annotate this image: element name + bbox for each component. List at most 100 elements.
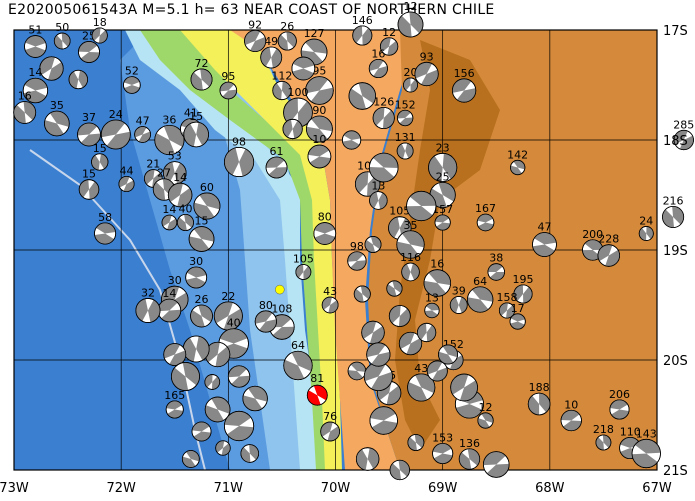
focal-mechanism [13,101,37,124]
depth-label: 64 [473,275,487,288]
focal-mechanism [78,179,100,200]
depth-label: 95 [221,70,235,83]
focal-mechanism [662,205,685,229]
depth-label: 23 [436,141,450,154]
depth-label: 47 [537,221,551,234]
focal-mechanism [185,266,208,289]
depth-label: 60 [200,181,214,194]
depth-label: 16 [430,258,444,271]
focal-mechanism [134,126,151,143]
depth-label: 206 [609,388,630,401]
depth-label: 38 [489,252,503,265]
depth-label: 41 [184,107,198,120]
depth-label: 10 [564,398,578,411]
depth-label: 165 [164,389,185,402]
depth-label: 15 [189,110,203,123]
depth-label: 126 [373,95,394,108]
focal-mechanism [407,434,425,451]
x-tick-label: 73W [0,481,29,496]
focal-mechanism [215,440,231,456]
depth-label: 112 [271,69,292,82]
focal-mechanism [361,320,385,345]
focal-mechanism [434,214,451,231]
depth-label: 40 [178,202,192,215]
depth-label: 127 [304,27,325,40]
depth-label: 16 [18,90,32,103]
depth-label: 25 [436,170,450,183]
focal-mechanism [423,269,452,297]
focal-mechanism [452,78,477,103]
focal-mechanism [560,409,582,432]
focal-mechanism [527,392,551,416]
depth-label: 80 [318,211,332,224]
highland-dark-patches [395,40,500,450]
focal-mechanism [450,373,478,402]
depth-label: 188 [529,381,550,394]
depth-label: 200 [582,228,603,241]
focal-mechanism [183,121,209,148]
focal-mechanism [416,322,437,343]
focal-mechanism [348,82,377,110]
focal-mechanism [190,304,213,328]
focal-mechanism [449,296,468,314]
focal-mechanism [477,412,494,429]
focal-mechanism [369,191,388,210]
focal-mechanism [396,230,425,259]
depth-label: 35 [404,219,418,232]
focal-mechanism [190,68,213,91]
focal-mechanism [372,106,395,130]
focal-mechanism [305,76,334,105]
focal-mechanism [482,451,510,478]
depth-label: 24 [109,108,123,121]
focal-mechanism [306,115,333,143]
depth-label: 195 [513,273,534,286]
depth-label: 146 [352,14,373,27]
focal-mechanism [219,81,238,100]
focal-mechanism [414,61,439,87]
depth-label: 158 [496,291,517,304]
focal-mechanism [532,232,557,257]
x-tick-label: 72W [106,481,136,496]
focal-mechanism [213,301,243,331]
focal-mechanism [291,56,316,81]
depth-label: 12 [382,26,396,39]
depth-label: 110 [620,425,641,438]
focal-mechanism [320,421,340,442]
focal-mechanism [353,285,371,303]
depth-label: 72 [195,57,209,70]
depth-label: 14 [162,287,176,300]
focal-mechanism [135,298,161,323]
depth-label: 30 [189,255,203,268]
focal-mechanism [438,344,458,365]
focal-mechanism [167,182,193,208]
depth-label: 156 [454,67,475,80]
focal-mechanism [631,438,661,469]
depth-label: 24 [639,214,653,227]
depth-label: 21 [146,158,160,171]
focal-mechanism [406,190,437,222]
depth-label: 51 [28,24,42,37]
depth-label: 142 [507,148,528,161]
focal-mechanism [368,58,388,79]
depth-label: 40 [227,317,241,330]
depth-label: 105 [389,205,410,218]
focal-mechanism [260,46,283,69]
depth-label: 27 [157,167,171,180]
y-tick-label: 20S [663,354,688,369]
depth-label: 100 [287,86,308,99]
depth-label: 36 [162,113,176,126]
x-tick-label: 71W [214,481,244,496]
focal-mechanism [204,374,221,390]
focal-mechanism [364,236,382,253]
focal-mechanism [272,80,292,101]
focal-mechanism [182,335,210,363]
depth-label: 14 [162,203,176,216]
depth-label: 22 [221,290,235,303]
focal-mechanism [91,27,108,44]
map-title: E202005061543A M=5.1 h= 63 NEAR COAST OF… [8,2,495,18]
depth-label: 43 [414,362,428,375]
focal-mechanism [597,244,620,267]
focal-mechanism [224,146,255,178]
depth-label: 47 [136,115,150,128]
